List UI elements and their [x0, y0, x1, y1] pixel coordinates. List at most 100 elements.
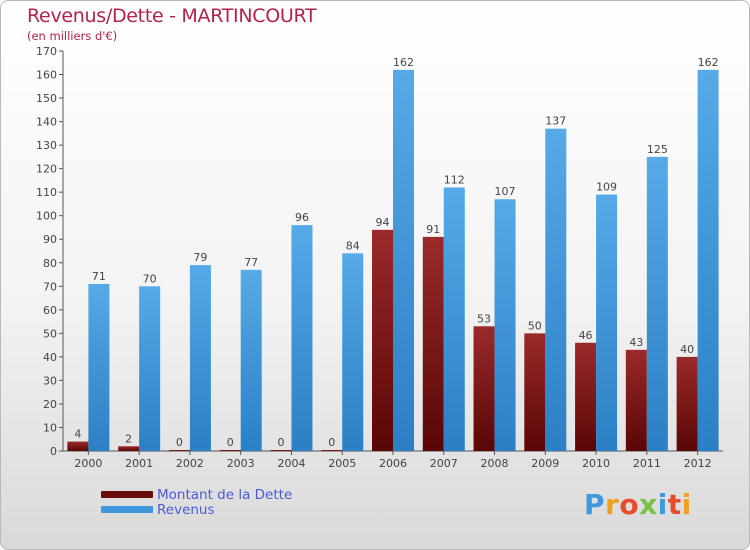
bar-revenue: [393, 69, 414, 451]
data-label-revenue: 107: [495, 185, 516, 198]
logo-letter: t: [667, 488, 682, 521]
y-tick-label: 80: [43, 257, 57, 270]
y-tick-label: 50: [43, 327, 57, 340]
x-tick-label: 2012: [684, 457, 712, 470]
y-tick-label: 120: [36, 163, 57, 176]
bar-revenue: [88, 283, 110, 451]
logo-letter: i: [681, 488, 692, 521]
data-label-debt: 46: [579, 329, 593, 342]
data-label-debt: 53: [477, 312, 491, 325]
x-tick-label: 2002: [176, 457, 204, 470]
data-label-revenue: 162: [698, 56, 719, 69]
data-label-debt: 43: [629, 336, 643, 349]
bar-debt: [473, 326, 495, 451]
bar-revenue: [139, 286, 161, 451]
bar-revenue: [189, 265, 211, 451]
data-label-revenue: 70: [143, 272, 157, 285]
data-label-revenue: 112: [444, 173, 465, 186]
data-label-debt: 4: [74, 428, 81, 441]
data-label-revenue: 77: [244, 256, 258, 269]
legend-swatch-debt: [101, 491, 153, 498]
legend-label-debt: Montant de la Dette: [157, 486, 293, 503]
data-label-debt: 40: [680, 343, 694, 356]
bar-debt: [524, 333, 546, 451]
legend-swatch-revenue: [101, 506, 153, 513]
bar-revenue: [697, 69, 719, 451]
data-label-debt: 91: [426, 223, 440, 236]
y-tick-label: 40: [43, 351, 57, 364]
logo-letter: i: [657, 488, 668, 521]
y-tick-label: 10: [43, 421, 57, 434]
x-tick-label: 2008: [481, 457, 509, 470]
logo-letter: r: [605, 488, 620, 521]
x-tick-label: 2006: [379, 457, 407, 470]
y-tick-label: 90: [43, 233, 57, 246]
y-tick-label: 150: [36, 92, 57, 105]
bar-debt: [422, 236, 444, 451]
proxiti-logo: Proxiti: [584, 488, 692, 521]
legend-item-revenue: Revenus: [101, 501, 292, 518]
x-tick-label: 2001: [125, 457, 153, 470]
logo-letter: x: [639, 488, 658, 521]
bar-revenue: [443, 187, 465, 451]
x-tick-label: 2000: [74, 457, 102, 470]
data-label-debt: 0: [176, 436, 183, 449]
bar-debt: [321, 450, 343, 451]
data-label-revenue: 71: [92, 270, 106, 283]
x-tick-label: 2003: [227, 457, 255, 470]
logo-letter: P: [584, 488, 606, 521]
bar-revenue: [342, 253, 364, 451]
y-tick-label: 130: [36, 139, 57, 152]
x-tick-label: 2009: [531, 457, 559, 470]
chart-subtitle: (en milliers d'€): [27, 29, 118, 43]
y-tick-label: 20: [43, 398, 57, 411]
bar-debt: [168, 450, 190, 451]
y-tick-label: 100: [36, 210, 57, 223]
data-label-revenue: 109: [596, 181, 617, 194]
bar-debt: [219, 450, 241, 451]
data-label-revenue: 96: [295, 211, 309, 224]
bar-debt: [575, 342, 597, 451]
bar-revenue: [494, 199, 516, 451]
bar-revenue: [291, 225, 313, 451]
y-tick-label: 170: [36, 45, 57, 58]
bar-debt: [676, 356, 698, 451]
data-label-revenue: 125: [647, 143, 668, 156]
bar-debt: [372, 229, 393, 451]
data-label-debt: 0: [328, 436, 335, 449]
y-tick-label: 30: [43, 374, 57, 387]
data-label-revenue: 162: [393, 56, 414, 69]
y-tick-label: 70: [43, 280, 57, 293]
x-tick-label: 2010: [582, 457, 610, 470]
bar-debt: [67, 441, 89, 451]
y-tick-label: 60: [43, 304, 57, 317]
data-label-revenue: 137: [545, 115, 566, 128]
legend-label-revenue: Revenus: [157, 501, 215, 518]
bar-revenue: [596, 194, 618, 451]
legend-item-debt: Montant de la Dette: [101, 486, 293, 503]
data-label-debt: 2: [125, 432, 132, 445]
chart-title: Revenus/Dette - MARTINCOURT: [27, 5, 317, 27]
bar-debt: [625, 349, 647, 451]
data-label-debt: 94: [376, 216, 390, 229]
logo-letter: o: [619, 488, 640, 521]
legend: Montant de la Dette Revenus: [101, 486, 293, 518]
data-label-revenue: 79: [193, 251, 207, 264]
bar-revenue: [240, 269, 262, 451]
data-label-revenue: 84: [346, 239, 360, 252]
data-label-debt: 50: [528, 319, 542, 332]
y-tick-label: 0: [50, 445, 57, 458]
bar-revenue: [646, 156, 668, 451]
y-tick-label: 140: [36, 116, 57, 129]
x-tick-label: 2007: [430, 457, 458, 470]
y-tick-label: 110: [36, 186, 57, 199]
y-tick-label: 160: [36, 69, 57, 82]
data-label-debt: 0: [277, 436, 284, 449]
x-tick-label: 2011: [633, 457, 661, 470]
bar-debt: [118, 446, 140, 451]
data-label-debt: 0: [227, 436, 234, 449]
x-tick-label: 2004: [277, 457, 305, 470]
bar-debt: [270, 450, 292, 451]
